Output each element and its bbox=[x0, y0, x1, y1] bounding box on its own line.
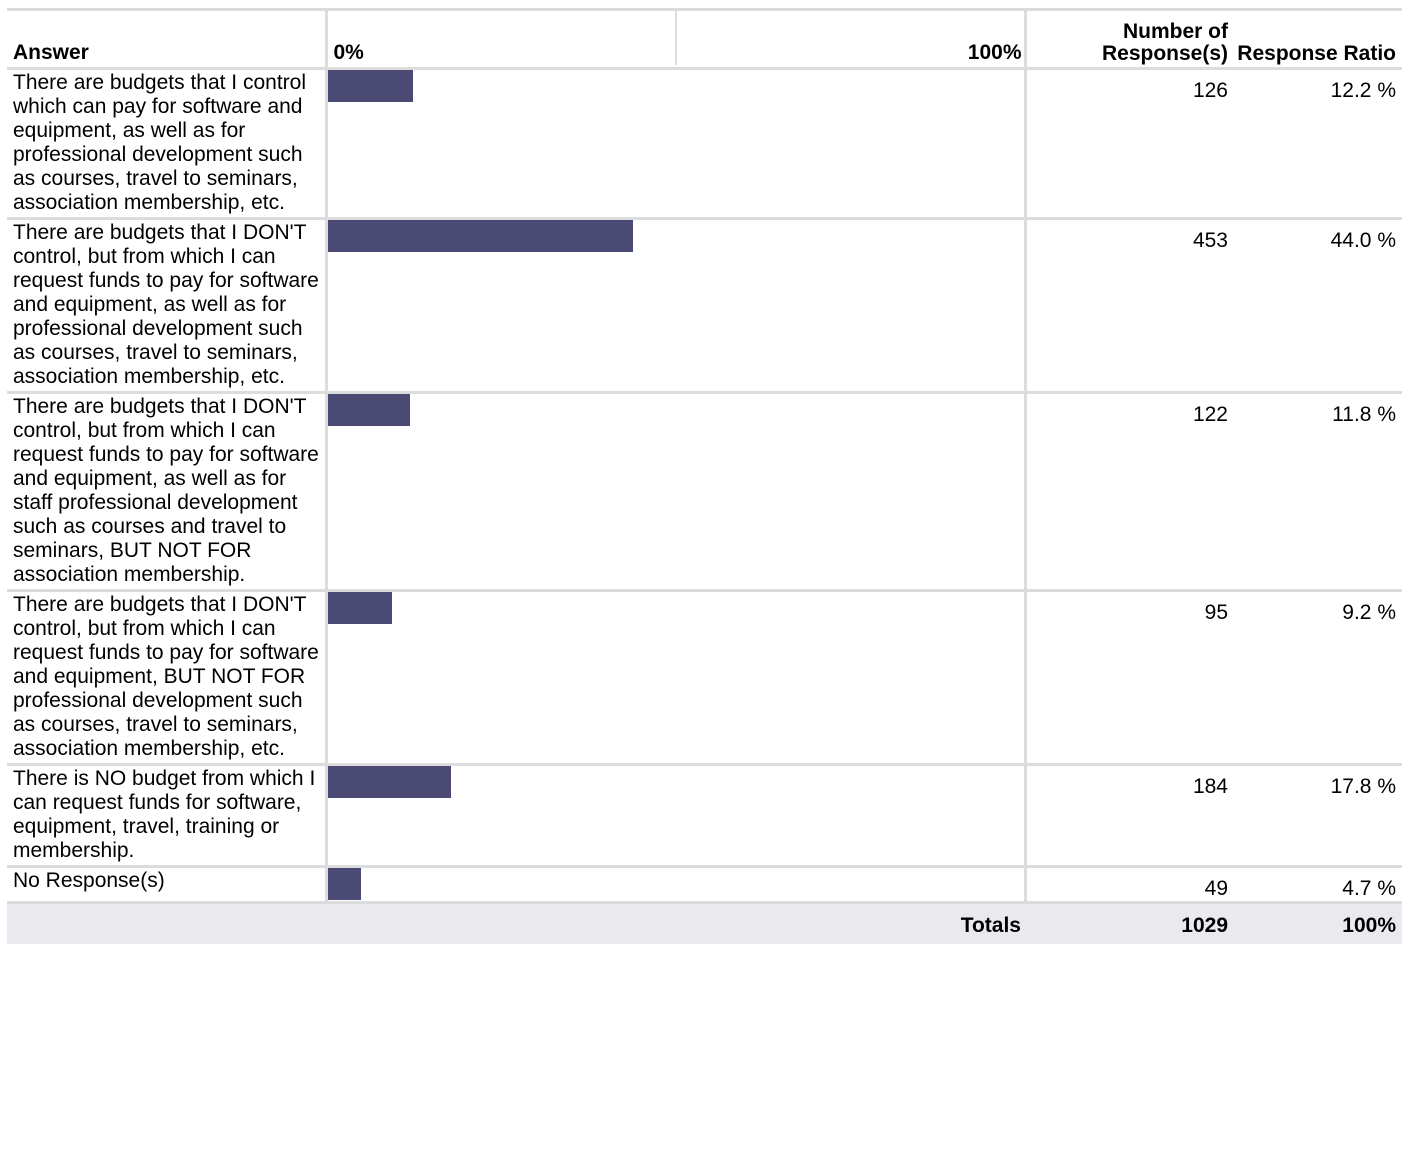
totals-label: Totals bbox=[7, 901, 1025, 944]
table-row: There is NO budget from which I can requ… bbox=[7, 763, 1402, 867]
response-count: 184 bbox=[1025, 763, 1234, 867]
scale-midline bbox=[674, 12, 677, 65]
table-row: There are budgets that I DON'T control, … bbox=[7, 217, 1402, 393]
answer-label: There are budgets that I DON'T control, … bbox=[7, 217, 326, 393]
answer-label: There are budgets that I DON'T control, … bbox=[7, 589, 326, 765]
bar-cell bbox=[324, 391, 1027, 591]
response-ratio: 9.2 % bbox=[1234, 589, 1402, 765]
header-row: Answer 0% 100% Number of Response(s) Res… bbox=[7, 8, 1402, 69]
totals-row: Totals 1029 100% bbox=[7, 901, 1402, 944]
totals-count: 1029 bbox=[1025, 901, 1234, 944]
answer-label: There is NO budget from which I can requ… bbox=[7, 763, 326, 867]
response-count: 126 bbox=[1025, 67, 1234, 219]
bar-cell bbox=[324, 217, 1027, 393]
bar-track bbox=[329, 221, 1022, 252]
response-bar bbox=[329, 593, 392, 624]
response-bar bbox=[329, 395, 410, 426]
bar-track bbox=[329, 869, 1022, 900]
response-ratio: 11.8 % bbox=[1234, 391, 1402, 591]
ratio-column-header: Response Ratio bbox=[1234, 8, 1402, 69]
response-ratio: 4.7 % bbox=[1234, 865, 1402, 903]
response-ratio: 12.2 % bbox=[1234, 67, 1402, 219]
bar-cell bbox=[324, 763, 1027, 867]
response-ratio: 44.0 % bbox=[1234, 217, 1402, 393]
response-count: 49 bbox=[1025, 865, 1234, 903]
response-count: 122 bbox=[1025, 391, 1234, 591]
response-count: 453 bbox=[1025, 217, 1234, 393]
table-row: There are budgets that I DON'T control, … bbox=[7, 589, 1402, 765]
totals-ratio: 100% bbox=[1234, 901, 1402, 944]
scale-header: 0% 100% bbox=[324, 8, 1027, 69]
response-ratio: 17.8 % bbox=[1234, 763, 1402, 867]
table-row: No Response(s) 49 4.7 % bbox=[7, 865, 1402, 903]
bar-track bbox=[329, 593, 1022, 624]
bar-cell bbox=[324, 865, 1027, 903]
response-bar bbox=[329, 71, 413, 102]
bar-track bbox=[329, 395, 1022, 426]
bar-track bbox=[329, 71, 1022, 102]
response-count: 95 bbox=[1025, 589, 1234, 765]
table-row: There are budgets that I control which c… bbox=[7, 67, 1402, 219]
count-column-header: Number of Response(s) bbox=[1025, 8, 1234, 69]
bar-cell bbox=[324, 67, 1027, 219]
response-bar bbox=[329, 767, 451, 798]
response-bar bbox=[329, 221, 633, 252]
bar-cell bbox=[324, 589, 1027, 765]
table-row: There are budgets that I DON'T control, … bbox=[7, 391, 1402, 591]
bar-track bbox=[329, 767, 1022, 798]
answer-column-header: Answer bbox=[7, 8, 326, 69]
answer-label: There are budgets that I control which c… bbox=[7, 67, 326, 219]
response-table: Answer 0% 100% Number of Response(s) Res… bbox=[7, 8, 1402, 944]
answer-label: There are budgets that I DON'T control, … bbox=[7, 391, 326, 591]
scale-min-label: 0% bbox=[333, 41, 364, 64]
answer-label: No Response(s) bbox=[7, 865, 326, 903]
scale-max-label: 100% bbox=[967, 41, 1022, 64]
response-bar bbox=[329, 869, 361, 900]
